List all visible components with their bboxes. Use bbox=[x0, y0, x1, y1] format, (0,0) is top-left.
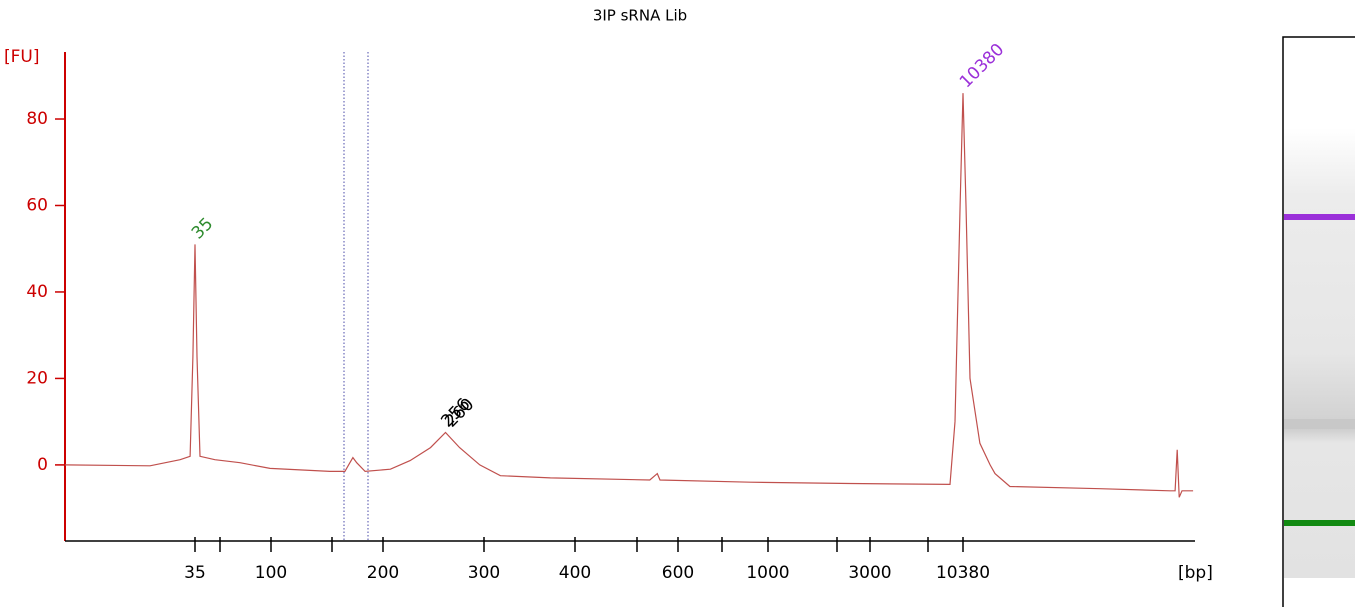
chart-title: 3IP sRNA Lib bbox=[593, 7, 687, 25]
y-tick-label: 40 bbox=[26, 282, 48, 302]
y-tick-label: 60 bbox=[26, 195, 48, 215]
x-tick-label: 400 bbox=[559, 563, 591, 583]
y-tick-label: 0 bbox=[37, 455, 48, 475]
x-tick-label: 100 bbox=[255, 563, 287, 583]
gel-lane bbox=[1282, 36, 1355, 607]
trace bbox=[64, 93, 1194, 498]
peak-label: 35 bbox=[188, 214, 217, 243]
x-tick-label: 3000 bbox=[848, 563, 891, 583]
x-tick-label: 600 bbox=[662, 563, 694, 583]
x-tick-label: 1000 bbox=[746, 563, 789, 583]
y-tick-label: 20 bbox=[26, 368, 48, 388]
x-tick-label: 300 bbox=[468, 563, 500, 583]
x-axis-label: [bp] bbox=[1178, 563, 1213, 583]
x-tick-label: 10380 bbox=[936, 563, 990, 583]
x-tick-label: 200 bbox=[367, 563, 399, 583]
y-axis-label: [FU] bbox=[4, 47, 40, 67]
x-tick-label: 35 bbox=[184, 563, 206, 583]
peak-label: 10380 bbox=[956, 40, 1008, 92]
y-tick-label: 80 bbox=[26, 109, 48, 129]
